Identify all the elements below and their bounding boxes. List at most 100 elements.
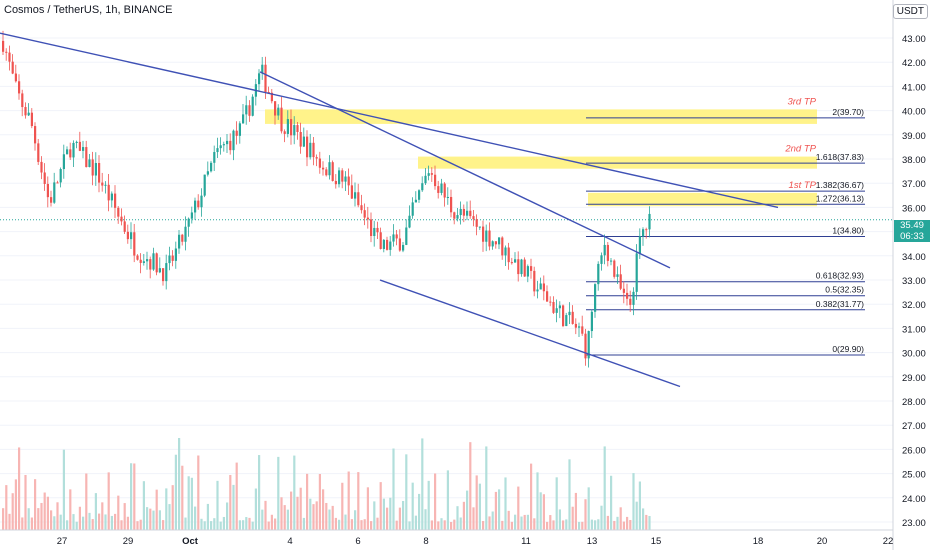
symbol-title[interactable]: Cosmos / TetherUS, 1h, BINANCE	[4, 4, 173, 16]
volume-bar	[386, 507, 389, 530]
candle-body	[590, 311, 593, 332]
price-tick-label: 26.00	[902, 445, 926, 456]
trendlines[interactable]	[0, 32, 779, 388]
volume-bar	[88, 512, 91, 530]
target-label: 3rd TP	[787, 96, 816, 107]
price-tick-label: 28.00	[902, 397, 926, 408]
volume-bar	[114, 513, 117, 530]
volume-bar	[613, 520, 616, 530]
candle-body	[187, 218, 190, 227]
candle-body	[168, 255, 171, 264]
time-tick-label: 13	[587, 536, 598, 547]
candle-body	[434, 174, 437, 187]
volume-bar	[466, 490, 469, 530]
candle-body	[610, 260, 613, 262]
candle-body	[571, 311, 574, 324]
candle-body	[421, 183, 424, 191]
volume-bars	[2, 437, 651, 530]
candle-body	[174, 248, 177, 261]
volume-bar	[350, 519, 353, 530]
volume-bar	[632, 473, 635, 530]
time-tick-label: 20	[817, 536, 828, 547]
volume-bar	[411, 482, 414, 530]
candle-body	[414, 199, 417, 203]
volume-bar	[43, 492, 46, 530]
volume-bar	[584, 499, 587, 530]
volume-bar	[526, 514, 529, 530]
volume-bar	[37, 508, 40, 530]
volume-bar	[376, 517, 379, 530]
last-price-tag: 35.49	[894, 220, 930, 231]
fib-label: 1(34.80)	[832, 225, 864, 235]
candle-body	[322, 167, 325, 170]
volume-bar	[446, 470, 449, 530]
volume-bar	[251, 521, 254, 530]
candle-body	[498, 237, 501, 245]
candle-body	[238, 123, 241, 136]
volume-bar	[152, 510, 155, 530]
candle-body	[62, 154, 65, 170]
candle-body	[402, 244, 405, 251]
candle-body	[386, 239, 389, 250]
volume-bar	[258, 455, 261, 530]
price-tick-label: 25.00	[902, 470, 926, 481]
price-tick-label: 34.00	[902, 252, 926, 263]
candle-body	[302, 136, 305, 147]
candle-body	[510, 262, 513, 264]
volume-bar	[299, 487, 302, 530]
volume-bar	[597, 519, 600, 530]
candle-body	[277, 107, 280, 116]
candle-body	[546, 291, 549, 302]
candle-body	[475, 219, 478, 227]
volume-bar	[530, 463, 533, 530]
volume-bar	[94, 493, 97, 530]
volume-bar	[242, 520, 245, 530]
candle-body	[43, 172, 46, 184]
fib-extension[interactable]: 2(39.70) 1.618(37.83) 1.382(36.67) 1.272(36…	[586, 107, 865, 356]
volume-bar	[110, 515, 113, 530]
volume-bar	[354, 510, 357, 530]
volume-bar	[232, 484, 235, 530]
time-tick-label: 4	[287, 536, 292, 547]
candle-body	[578, 326, 581, 328]
volume-bar	[280, 497, 283, 530]
candle-body	[290, 119, 293, 136]
candle-body	[286, 119, 289, 134]
candles	[2, 30, 651, 368]
volume-bar	[158, 510, 161, 530]
volume-bar	[619, 507, 622, 530]
candle-body	[158, 268, 161, 273]
candle-body	[600, 255, 603, 264]
candle-body	[146, 259, 149, 262]
candle-body	[261, 64, 264, 74]
candle-body	[549, 301, 552, 303]
target-label: 1st TP	[789, 180, 817, 191]
volume-bar	[174, 454, 177, 530]
volume-bar	[78, 506, 81, 530]
candle-body	[514, 259, 517, 263]
volume-bar	[168, 504, 171, 530]
volume-bar	[536, 472, 539, 530]
volume-bar	[389, 497, 392, 530]
candle-body	[213, 152, 216, 163]
candle-body	[622, 288, 625, 293]
volume-bar	[456, 506, 459, 530]
currency-badge[interactable]: USDT	[892, 4, 928, 19]
volume-bar	[338, 519, 341, 530]
candle-body	[405, 227, 408, 245]
candle-body	[194, 200, 197, 213]
candle-body	[152, 253, 155, 270]
volume-bar	[5, 485, 8, 530]
volume-bar	[69, 489, 72, 530]
candle-body	[69, 149, 72, 158]
volume-bar	[30, 517, 33, 530]
candle-body	[229, 140, 232, 151]
volume-bar	[162, 520, 165, 530]
candle-body	[395, 234, 398, 239]
candle-body	[504, 247, 507, 256]
candle-body	[267, 91, 270, 93]
volume-bar	[14, 479, 17, 530]
